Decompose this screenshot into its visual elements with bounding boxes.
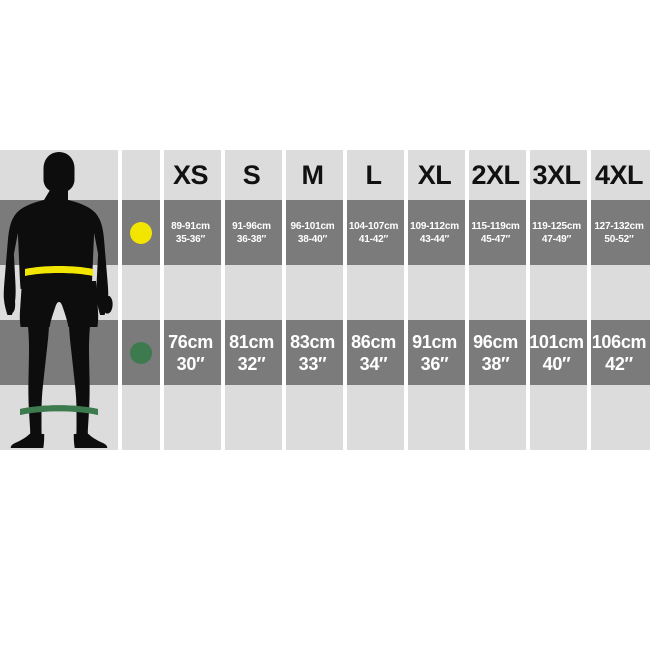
chest-cm-value: 127-132cm	[594, 220, 644, 232]
waist-cell-2xl: 96cm 38″	[469, 320, 522, 385]
silhouette-body-shape	[3, 152, 113, 448]
waist-cell-xs: 76cm 30″	[164, 320, 217, 385]
size-column-xs[interactable]: XS 89-91cm 35-36″ 76cm 30″	[164, 150, 217, 450]
chest-measuring-tape	[25, 266, 93, 276]
size-column-2xl[interactable]: 2XL 115-119cm 45-47″ 96cm 38″	[469, 150, 522, 450]
chest-row-background	[0, 200, 650, 265]
chest-in-value: 36-38″	[236, 233, 267, 245]
waist-in-value: 38″	[481, 353, 510, 374]
column-divider	[465, 150, 469, 450]
size-column-l[interactable]: L 104-107cm 41-42″ 86cm 34″	[347, 150, 400, 450]
chest-cell-xl: 109-112cm 43-44″	[408, 200, 461, 265]
waist-measuring-tape-band	[20, 405, 98, 415]
waist-cell-s: 81cm 32″	[225, 320, 278, 385]
size-header-3xl: 3XL	[532, 160, 581, 190]
waist-cm-value: 81cm	[229, 331, 274, 352]
male-body-silhouette	[0, 150, 118, 450]
column-divider	[282, 150, 286, 450]
size-column-m[interactable]: M 96-101cm 38-40″ 83cm 33″	[286, 150, 339, 450]
waist-cell-xl: 91cm 36″	[408, 320, 461, 385]
chest-cm-value: 109-112cm	[410, 220, 459, 232]
chest-cell-s: 91-96cm 36-38″	[225, 200, 278, 265]
chest-cell-3xl: 119-125cm 47-49″	[530, 200, 583, 265]
size-header-2xl: 2XL	[471, 160, 520, 190]
waist-cm-value: 83cm	[290, 331, 335, 352]
size-header-4xl: 4XL	[594, 160, 644, 190]
waist-marker-dot	[130, 342, 152, 364]
waist-cell-4xl: 106cm 42″	[591, 320, 647, 385]
chest-cm-value: 119-125cm	[532, 220, 581, 232]
chest-cm-value: 96-101cm	[290, 220, 335, 232]
chest-in-value: 47-49″	[541, 233, 572, 245]
chest-in-value: 41-42″	[358, 233, 389, 245]
waist-in-value: 33″	[298, 353, 327, 374]
chest-in-value: 50-52″	[604, 233, 634, 245]
waist-cell-3xl: 101cm 40″	[529, 320, 584, 385]
chest-in-value: 38-40″	[297, 233, 328, 245]
waist-cm-value: 106cm	[591, 331, 647, 352]
size-column-s[interactable]: S 91-96cm 36-38″ 81cm 32″	[225, 150, 278, 450]
waist-cell-m: 83cm 33″	[286, 320, 339, 385]
chest-cell-2xl: 115-119cm 45-47″	[469, 200, 522, 265]
chest-in-value: 43-44″	[419, 233, 450, 245]
chest-marker-dot	[130, 222, 152, 244]
column-divider	[404, 150, 408, 450]
chest-cm-value: 91-96cm	[232, 220, 271, 232]
waist-in-value: 40″	[542, 353, 571, 374]
waist-cm-value: 86cm	[351, 331, 396, 352]
column-divider	[160, 150, 164, 450]
chest-in-value: 45-47″	[480, 233, 511, 245]
size-header-xs: XS	[172, 160, 209, 190]
column-divider	[118, 150, 122, 450]
chest-cell-xs: 89-91cm 35-36″	[164, 200, 217, 265]
size-chart: XS 89-91cm 35-36″ 76cm 30″ S 91-96cm 36-…	[0, 150, 650, 450]
measurement-marker-column	[122, 150, 160, 450]
chest-cm-value: 104-107cm	[348, 220, 399, 232]
size-column-4xl[interactable]: 4XL 127-132cm 50-52″ 106cm 42″	[591, 150, 647, 450]
column-divider	[526, 150, 530, 450]
size-header-m: M	[301, 160, 325, 190]
column-divider	[587, 150, 591, 450]
chest-cell-l: 104-107cm 41-42″	[347, 200, 400, 265]
column-divider	[221, 150, 225, 450]
header-row-background	[0, 150, 650, 200]
chest-cm-value: 115-119cm	[471, 220, 520, 232]
waist-cm-value: 101cm	[529, 331, 584, 352]
column-divider	[343, 150, 347, 450]
size-header-s: S	[242, 160, 261, 190]
chest-cell-m: 96-101cm 38-40″	[286, 200, 339, 265]
waist-in-value: 34″	[359, 353, 388, 374]
footer-row-background	[0, 385, 650, 450]
size-column-xl[interactable]: XL 109-112cm 43-44″ 91cm 36″	[408, 150, 461, 450]
size-header-l: L	[365, 160, 383, 190]
size-column-3xl[interactable]: 3XL 119-125cm 47-49″ 101cm 40″	[529, 150, 584, 450]
waist-in-value: 42″	[605, 353, 633, 374]
size-header-xl: XL	[417, 160, 452, 190]
waist-cm-value: 96cm	[473, 331, 518, 352]
waist-in-value: 36″	[420, 353, 449, 374]
chest-cell-4xl: 127-132cm 50-52″	[591, 200, 647, 265]
waist-cm-value: 76cm	[168, 331, 213, 352]
chest-in-value: 35-36″	[175, 233, 206, 245]
waist-in-value: 30″	[176, 353, 205, 374]
chest-cm-value: 89-91cm	[171, 220, 210, 232]
waist-cm-value: 91cm	[412, 331, 457, 352]
waist-cell-l: 86cm 34″	[347, 320, 400, 385]
waist-in-value: 32″	[237, 353, 266, 374]
waist-row-background	[0, 320, 650, 385]
